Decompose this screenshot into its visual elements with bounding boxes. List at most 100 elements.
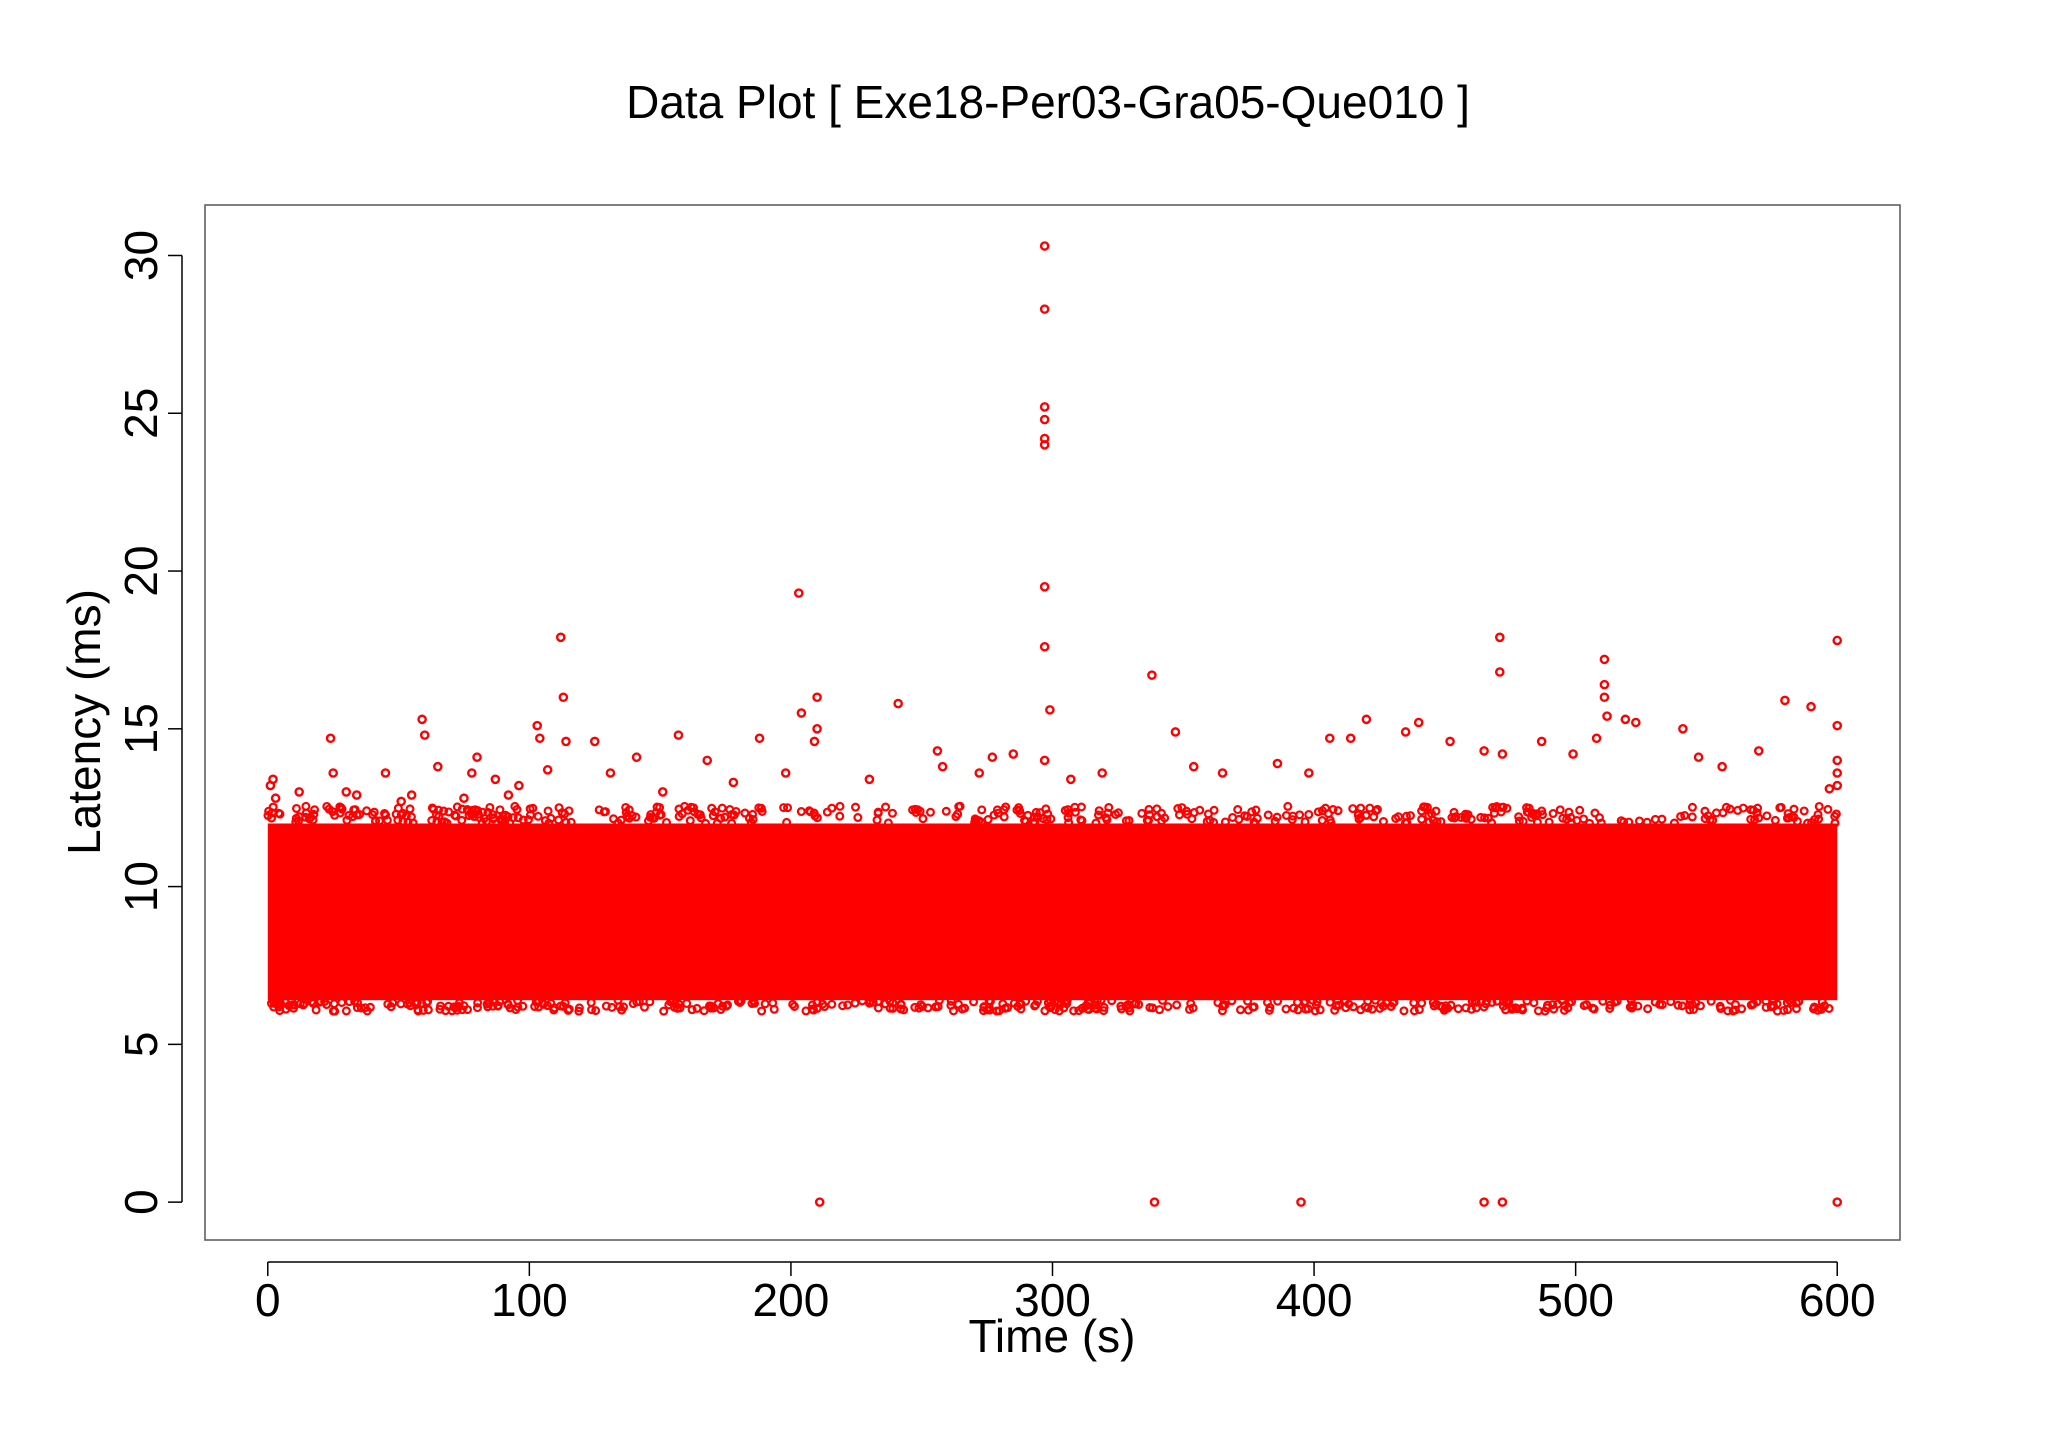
data-point	[1737, 1004, 1747, 1014]
data-point	[432, 810, 442, 820]
data-point	[1633, 1001, 1643, 1011]
data-point	[809, 736, 820, 747]
data-point	[511, 1005, 521, 1015]
data-point	[1602, 711, 1612, 721]
data-point	[712, 818, 722, 828]
data-point	[853, 813, 863, 823]
data-point	[728, 777, 739, 788]
data-point	[1174, 810, 1184, 820]
data-point	[1227, 996, 1237, 1006]
data-point	[406, 790, 417, 800]
data-point	[923, 1003, 933, 1013]
data-point	[294, 787, 304, 797]
y-tick-label: 25	[115, 388, 167, 439]
data-point	[710, 807, 720, 817]
data-point	[1301, 1004, 1311, 1014]
data-point	[555, 632, 566, 643]
data-point	[418, 1005, 428, 1015]
y-tick-label: 30	[115, 230, 167, 281]
data-point	[1354, 814, 1364, 824]
data-point	[873, 808, 883, 818]
data-point	[1077, 816, 1087, 826]
data-point	[1348, 804, 1358, 814]
data-point	[1666, 997, 1676, 1007]
data-point	[355, 810, 365, 820]
data-point	[1039, 582, 1050, 592]
data-point	[1060, 805, 1070, 815]
data-point	[731, 806, 741, 816]
data-point	[1832, 768, 1843, 778]
data-point	[1669, 818, 1679, 828]
data-point	[1409, 1006, 1419, 1016]
band-fringe	[263, 801, 1841, 1016]
data-point	[984, 996, 994, 1006]
data-point	[1101, 813, 1111, 823]
x-tick-label: 600	[1799, 1274, 1876, 1326]
data-point	[1803, 818, 1813, 828]
data-point	[779, 803, 789, 813]
data-point	[616, 815, 626, 825]
data-point	[315, 997, 325, 1007]
data-point	[1091, 818, 1101, 828]
data-point	[1376, 998, 1386, 1008]
data-point	[1706, 996, 1716, 1006]
data-point	[1677, 1001, 1687, 1011]
data-point	[454, 998, 464, 1008]
data-point	[1077, 1003, 1087, 1013]
data-point	[639, 1002, 649, 1012]
data-point	[436, 1001, 446, 1011]
data-point	[1820, 1001, 1830, 1011]
y-tick-label: 10	[115, 861, 167, 912]
data-point	[518, 1001, 528, 1011]
data-point	[1445, 736, 1455, 747]
data-point	[1310, 1006, 1320, 1016]
data-point	[566, 817, 576, 827]
data-point	[809, 808, 819, 818]
x-tick-label: 200	[753, 1274, 830, 1326]
data-point	[788, 999, 798, 1009]
y-axis: 0 5 10 15 20 25 30	[115, 230, 183, 1215]
data-point	[1598, 996, 1608, 1006]
data-point	[1283, 801, 1293, 811]
data-point	[716, 1005, 726, 1015]
data-point	[911, 807, 921, 817]
data-point	[720, 812, 730, 822]
data-point	[750, 998, 760, 1008]
data-point	[822, 807, 832, 817]
data-point	[473, 998, 483, 1008]
data-point	[1562, 814, 1572, 824]
dense-band-fill	[267, 823, 1838, 1001]
x-axis: 0 100 200 300 400 500 600	[255, 1261, 1876, 1326]
data-point	[1461, 812, 1471, 822]
data-point	[1039, 755, 1050, 766]
data-point	[1678, 724, 1688, 734]
data-point	[1039, 414, 1050, 425]
data-point	[594, 805, 604, 815]
data-point	[1070, 807, 1080, 817]
data-point	[1588, 1003, 1598, 1013]
data-point	[495, 997, 505, 1007]
data-point	[1326, 818, 1336, 828]
data-point	[542, 1001, 552, 1011]
data-point	[1409, 998, 1419, 1008]
data-point	[1092, 995, 1102, 1005]
data-point	[1676, 811, 1686, 821]
data-point	[1091, 1000, 1101, 1010]
data-point	[1431, 806, 1441, 816]
data-point	[561, 817, 571, 827]
data-point	[1591, 733, 1602, 744]
data-point	[1296, 1197, 1306, 1207]
data-point	[1555, 805, 1565, 815]
data-point	[605, 768, 616, 778]
data-point	[405, 804, 415, 814]
data-point	[1235, 1005, 1245, 1015]
data-point	[1544, 817, 1554, 827]
data-point	[459, 793, 469, 804]
data-point	[628, 999, 638, 1009]
data-point	[1389, 997, 1399, 1007]
data-point	[1170, 727, 1181, 737]
data-point	[659, 1006, 669, 1016]
data-point	[408, 818, 418, 828]
data-point	[1031, 807, 1041, 817]
